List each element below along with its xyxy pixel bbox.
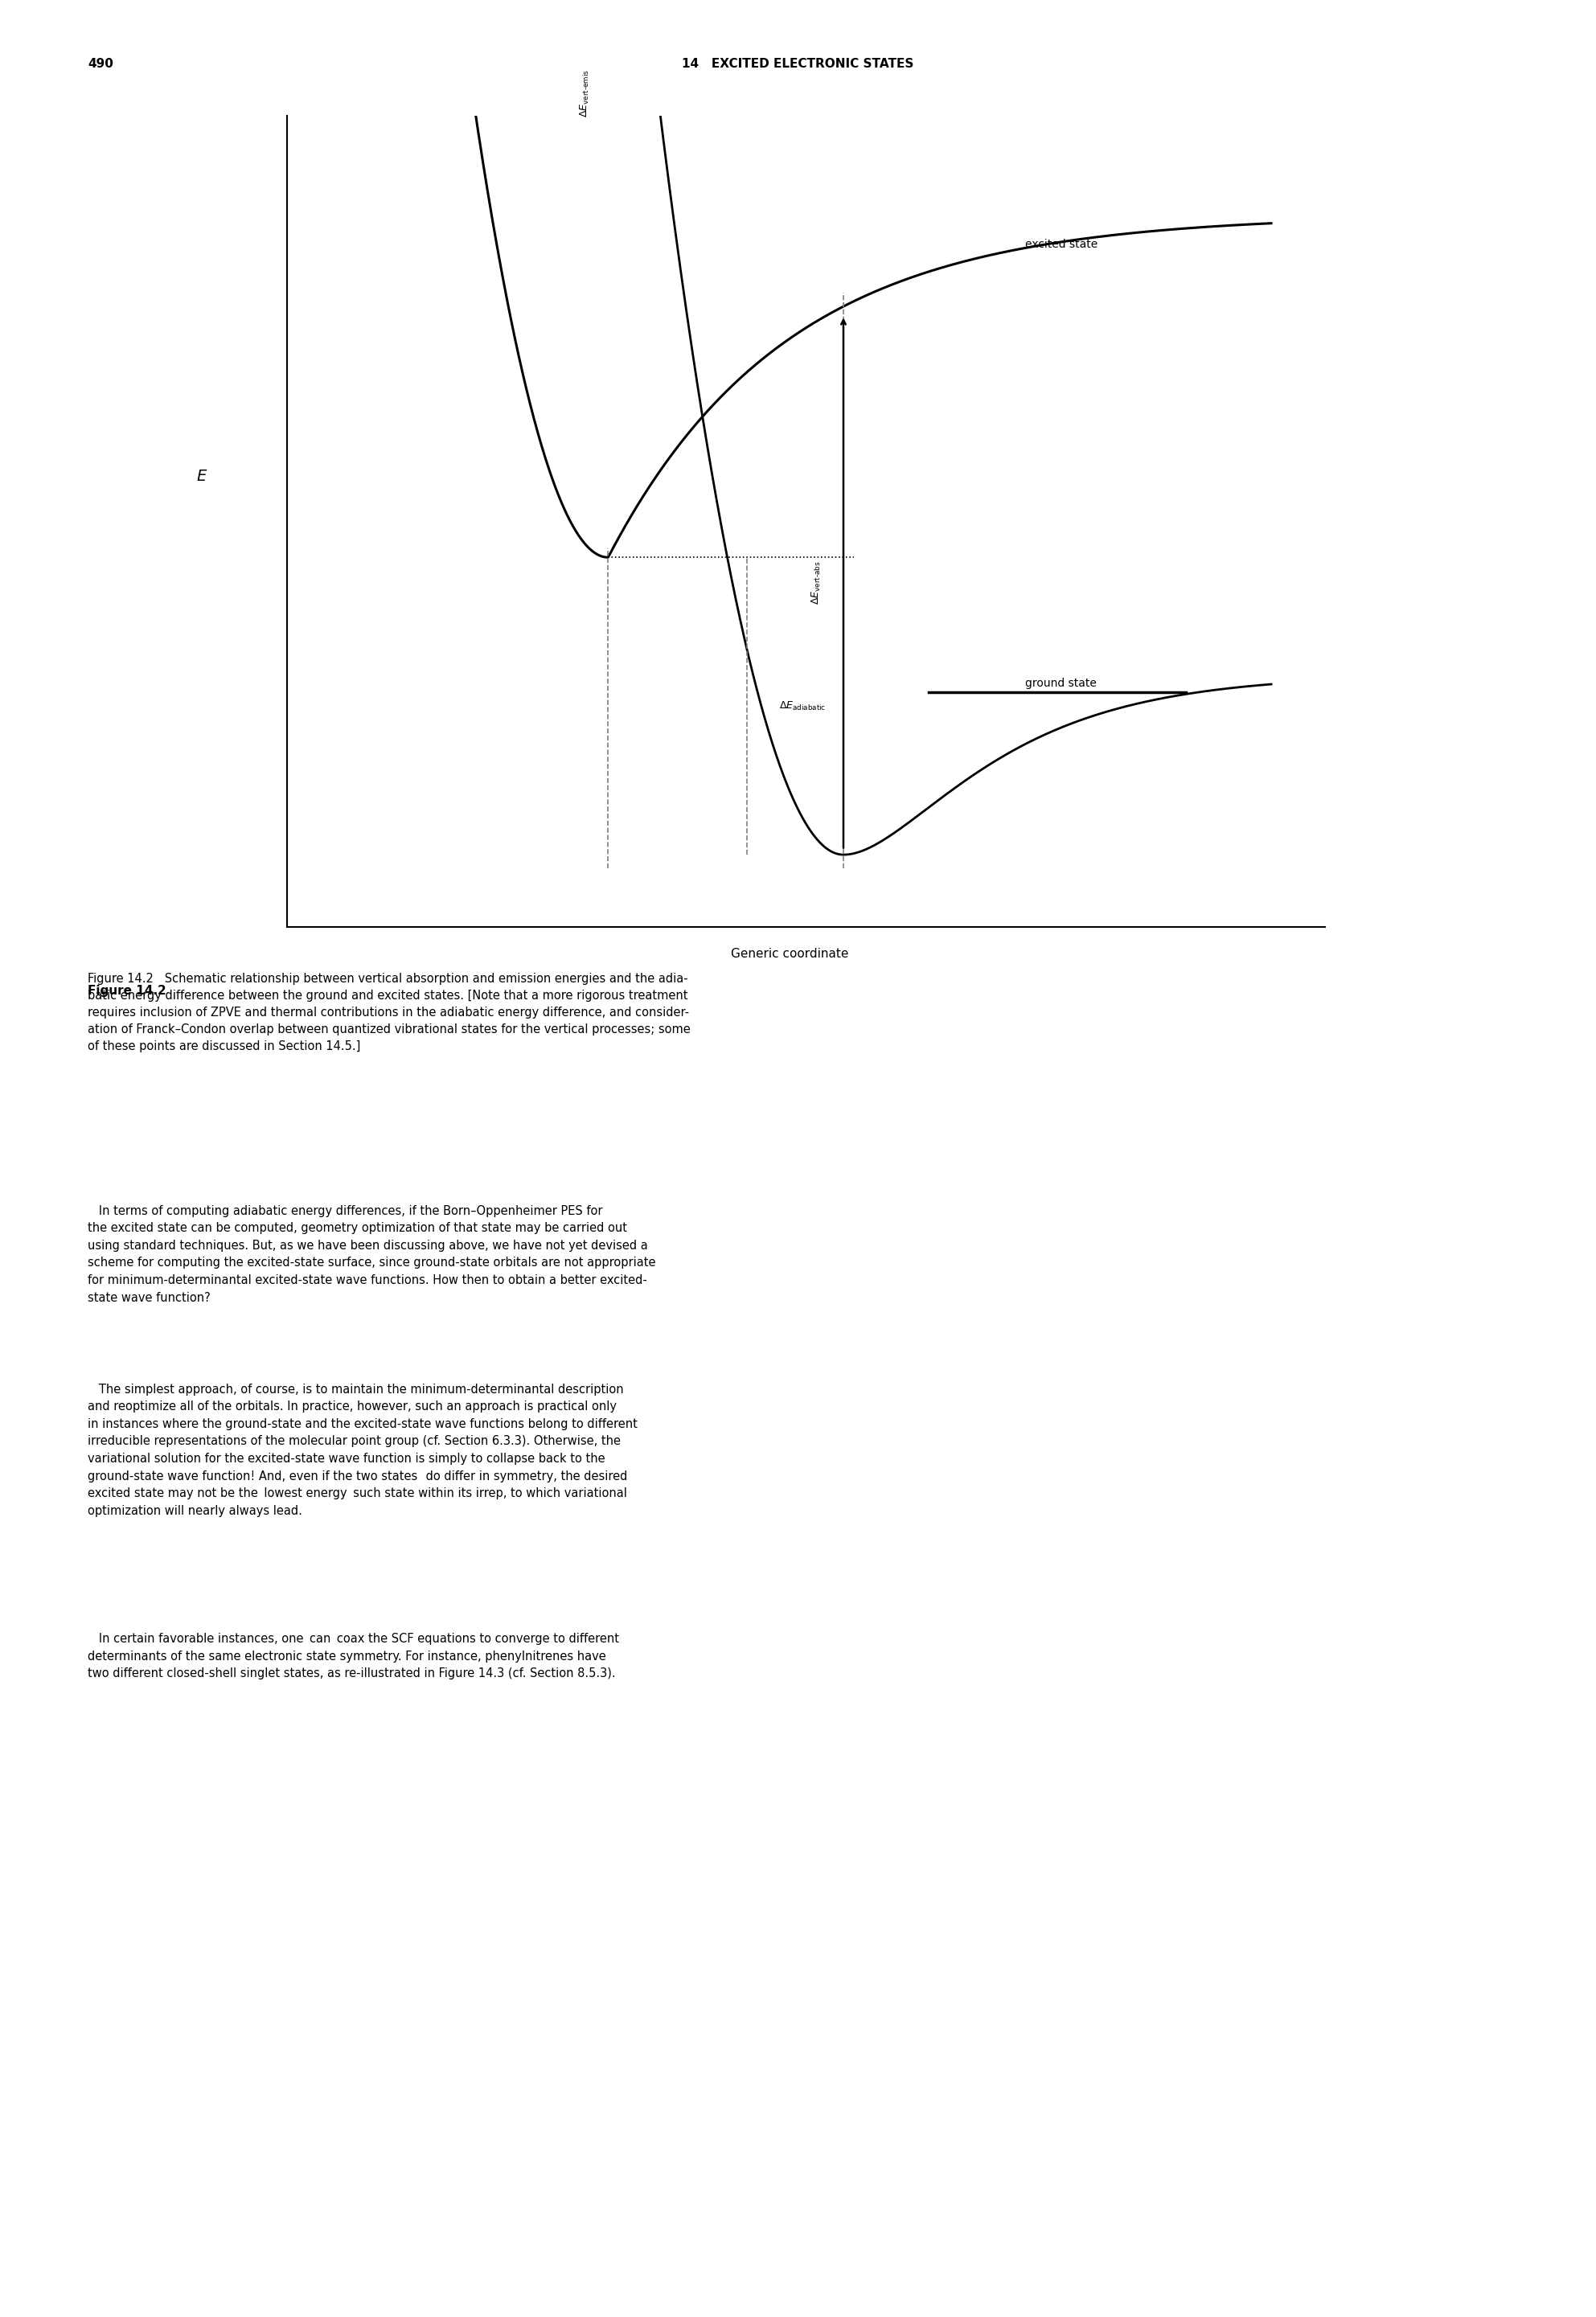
Text: Figure 14.2: Figure 14.2 — [88, 985, 166, 996]
Text: excited state: excited state — [1025, 239, 1098, 250]
Text: 14   EXCITED ELECTRONIC STATES: 14 EXCITED ELECTRONIC STATES — [681, 58, 915, 70]
Text: $\Delta E_{\rm adiabatic}$: $\Delta E_{\rm adiabatic}$ — [779, 700, 827, 711]
Text: $\Delta E_{\rm vert\text{-}abs}$: $\Delta E_{\rm vert\text{-}abs}$ — [811, 561, 824, 605]
Text: The simplest approach, of course, is to maintain the minimum-determinantal descr: The simplest approach, of course, is to … — [88, 1383, 638, 1518]
Text: $E$: $E$ — [196, 468, 207, 484]
Text: $\Delta E_{\rm vert\text{-}emis}$: $\Delta E_{\rm vert\text{-}emis}$ — [578, 70, 591, 118]
Text: Generic coordinate: Generic coordinate — [731, 948, 849, 959]
Text: In certain favorable instances, one  can  coax the SCF equations to converge to : In certain favorable instances, one can … — [88, 1633, 619, 1680]
Text: Figure 14.2   Schematic relationship between vertical absorption and emission en: Figure 14.2 Schematic relationship betwe… — [88, 973, 691, 1052]
Text: In terms of computing adiabatic energy differences, if the Born–Oppenheimer PES : In terms of computing adiabatic energy d… — [88, 1205, 656, 1304]
Text: ground state: ground state — [1025, 679, 1096, 688]
Text: 490: 490 — [88, 58, 113, 70]
